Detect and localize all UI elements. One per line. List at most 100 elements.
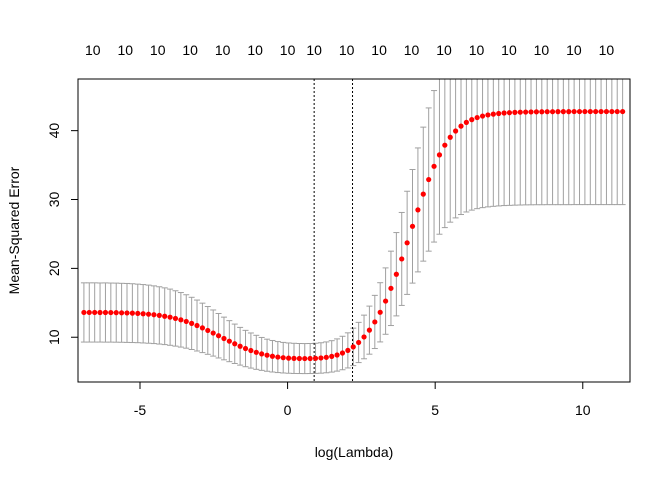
top-count-label: 10 [306,42,322,58]
data-point [474,114,480,121]
errorbar [592,78,599,206]
top-count-label: 10 [215,42,231,58]
x-axis: -5 0 5 10 [134,381,591,418]
data-point [129,310,135,316]
data-point [549,109,556,115]
errorbar [544,78,551,206]
data-point [490,111,496,117]
top-count-label: 10 [117,42,133,58]
top-count-label: 10 [436,42,452,58]
errorbar [603,78,610,206]
x-tick-label: 10 [575,402,591,418]
top-count-label: 10 [280,42,296,58]
data-point [453,128,459,134]
data-point [388,285,394,291]
data-point [264,352,270,358]
y-tick-label: 30 [46,192,62,208]
x-axis-title: log(Lambda) [315,444,394,460]
data-point [463,119,469,125]
errorbar [587,78,594,206]
data-point [291,355,297,361]
data-point [409,223,416,229]
data-point [81,309,87,316]
data-point [248,347,254,354]
errorbar [533,78,540,206]
data-point [420,191,426,197]
reference-lines-layer [313,79,354,382]
points-layer [81,108,626,362]
data-point [189,320,195,326]
data-point [603,108,610,115]
errorbar [501,78,508,207]
data-point [151,312,157,318]
data-point [156,312,162,319]
data-point [566,109,572,115]
data-point [431,163,437,169]
top-count-label: 10 [501,42,517,58]
data-point [296,355,302,362]
data-point [512,109,518,115]
top-count-label: 10 [247,42,263,58]
data-point [199,325,206,331]
data-point [226,338,232,344]
data-point [350,344,356,350]
errorbar [598,78,605,206]
errorbar [490,78,497,207]
y-tick-label: 20 [46,260,62,276]
data-point [356,339,362,346]
errorbar [576,78,583,206]
top-count-label: 10 [85,42,101,58]
data-point [194,322,200,329]
top-count-label: 10 [469,42,485,58]
errorbar [565,78,572,206]
data-point [162,313,168,319]
data-point [415,207,421,213]
data-point [447,134,453,140]
x-tick-label: -5 [134,402,147,418]
data-point [307,355,313,362]
data-point [97,309,103,316]
top-count-label: 10 [182,42,198,58]
data-point [555,109,561,115]
errorbar [549,78,556,206]
errorbar [614,78,621,206]
data-point [102,309,109,316]
data-point [479,113,486,119]
data-point [361,334,367,340]
errorbar [528,78,535,206]
errorbar [495,78,502,207]
errorbars-layer [80,78,626,375]
y-axis-title: Mean-Squared Error [6,166,22,294]
data-point [329,353,335,359]
errorbar [479,78,486,209]
data-point [582,108,588,115]
data-point [259,351,265,357]
errorbar [484,78,491,208]
top-count-label: 10 [404,42,420,58]
data-point [377,309,383,315]
data-point [253,349,259,355]
data-point [323,354,329,360]
errorbar [554,78,561,206]
data-point [339,350,346,356]
data-point [232,341,238,347]
data-point [614,108,620,115]
errorbar [506,78,513,206]
data-point [506,110,513,116]
data-point [571,108,577,115]
data-point [382,298,389,304]
data-point [345,347,351,353]
data-point [183,318,189,325]
data-point [113,310,119,316]
data-point [92,309,98,316]
top-count-label: 10 [599,42,615,58]
data-point [528,109,534,115]
data-point [560,109,566,115]
data-point [366,327,373,333]
top-count-label: 10 [534,42,550,58]
errorbar [571,78,578,206]
errorbar [517,78,524,206]
data-point [86,309,92,316]
data-point [178,317,184,323]
